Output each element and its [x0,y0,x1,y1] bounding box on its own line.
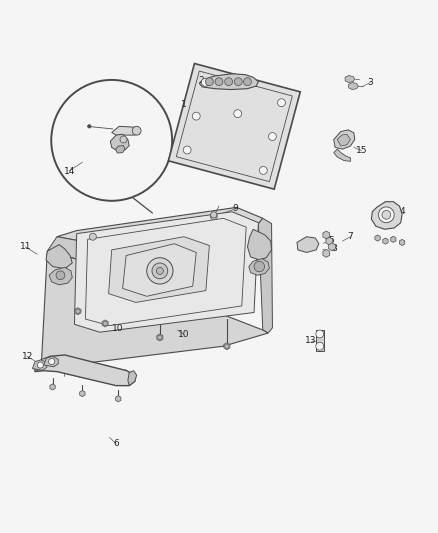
Polygon shape [258,219,272,333]
Polygon shape [49,268,72,285]
Circle shape [156,268,163,274]
Polygon shape [42,251,268,367]
Circle shape [89,233,96,240]
Polygon shape [334,149,350,161]
Text: 3: 3 [367,78,373,87]
Circle shape [268,133,276,141]
Circle shape [316,342,324,350]
Circle shape [183,146,191,154]
Circle shape [147,258,173,284]
Text: 10: 10 [112,324,123,333]
Circle shape [37,362,43,368]
Circle shape [158,335,162,340]
Text: 1: 1 [181,100,187,109]
Text: 5: 5 [328,236,334,245]
Circle shape [316,330,324,338]
Polygon shape [168,63,300,189]
Polygon shape [316,329,324,351]
Polygon shape [157,334,163,341]
Circle shape [244,78,251,86]
Circle shape [76,309,80,313]
Polygon shape [249,259,269,275]
Polygon shape [50,384,55,390]
Polygon shape [35,356,52,372]
Polygon shape [35,355,135,386]
Polygon shape [297,237,319,253]
Circle shape [234,110,242,118]
Polygon shape [116,395,121,402]
Circle shape [211,212,217,218]
Circle shape [192,112,200,120]
Circle shape [103,321,107,326]
Text: 14: 14 [64,166,75,175]
Polygon shape [46,245,72,269]
Polygon shape [57,207,263,245]
Polygon shape [345,76,355,83]
Text: 2: 2 [199,76,204,85]
Polygon shape [334,130,355,149]
Circle shape [49,359,55,365]
Polygon shape [47,237,100,262]
Circle shape [254,261,265,272]
Polygon shape [375,235,380,241]
Circle shape [56,271,65,280]
Polygon shape [326,237,333,245]
Circle shape [152,263,168,279]
Text: 10: 10 [178,330,190,339]
Polygon shape [323,231,330,239]
Polygon shape [224,343,230,350]
Polygon shape [371,201,402,229]
Polygon shape [116,146,125,153]
Circle shape [225,78,233,86]
Polygon shape [323,249,330,257]
Polygon shape [199,74,258,90]
Circle shape [382,211,391,219]
Polygon shape [399,239,405,246]
Circle shape [378,207,394,223]
Polygon shape [44,356,58,367]
Text: 11: 11 [20,243,31,251]
Text: 13: 13 [305,336,317,345]
Circle shape [51,80,172,201]
Text: 6: 6 [113,439,119,448]
Text: 7: 7 [347,232,353,241]
Polygon shape [74,212,258,332]
Polygon shape [328,243,336,251]
Polygon shape [102,320,108,327]
Polygon shape [123,244,196,296]
Polygon shape [110,134,129,151]
Circle shape [215,78,223,86]
Circle shape [225,344,229,349]
Text: 4: 4 [399,207,405,216]
Polygon shape [383,238,388,244]
Polygon shape [75,308,81,314]
Polygon shape [349,83,358,90]
Polygon shape [128,371,137,386]
Polygon shape [391,236,396,243]
Polygon shape [109,237,209,302]
Circle shape [205,78,213,86]
Text: 8: 8 [331,245,337,254]
Text: 9: 9 [233,204,239,213]
Polygon shape [337,134,350,146]
Circle shape [88,125,91,128]
Circle shape [234,78,242,86]
Circle shape [201,78,209,86]
Polygon shape [112,126,140,135]
Polygon shape [247,229,272,260]
Circle shape [259,166,267,174]
Polygon shape [32,360,47,370]
Circle shape [278,99,286,107]
Circle shape [210,213,217,220]
Circle shape [120,136,127,143]
Text: 15: 15 [356,146,367,155]
Text: 12: 12 [21,352,33,361]
Circle shape [132,126,141,135]
Polygon shape [80,391,85,397]
